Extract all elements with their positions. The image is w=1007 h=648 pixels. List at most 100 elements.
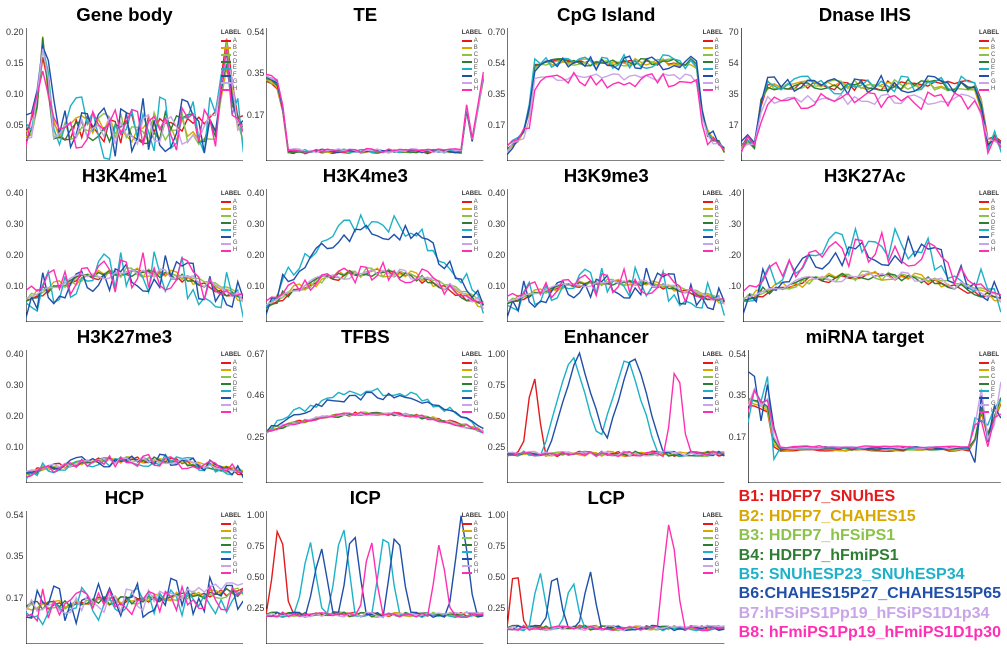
legend-header: LABEL [221,30,241,37]
legend-item: F [703,233,723,240]
legend-swatch [462,82,472,84]
y-axis-labels: 0.540.350.17 [6,511,26,644]
legend-label: A [474,360,478,367]
legend-label: B [233,528,237,535]
legend-item: A [703,521,723,528]
legend-item: A [703,38,723,45]
legend-item: D [221,542,241,549]
legend-item: D [462,59,482,66]
y-tick-label: 0.54 [729,350,747,359]
legend-label: C [991,374,995,381]
legend-swatch [462,40,472,42]
legend-swatch [703,222,713,224]
legend-item: E [979,65,999,72]
plot-area: LABELABCDEFGH [26,28,243,161]
series-line [748,382,1001,449]
chart-svg [507,189,724,322]
y-axis-labels: 0.540.350.17 [247,28,267,161]
series-line [26,46,243,159]
legend-item: D [703,381,723,388]
legend-item: C [979,374,999,381]
chart-panel: H3K27Ac.40.30.20.10 LABELABCDEFGH [729,165,1001,322]
series-line [507,578,724,630]
panel-title: H3K9me3 [488,165,725,187]
plot-wrap: 70543517 LABELABCDEFGH [729,28,1001,161]
legend-item: G [703,240,723,247]
legend-label: D [991,220,995,227]
y-axis-labels: 0.200.150.100.05 [6,28,26,161]
legend-swatch [221,229,231,231]
panel-legend: LABELABCDEFGH [703,352,723,415]
panel-title: ICP [247,487,484,509]
series-line [507,59,724,151]
chart-svg [266,350,483,483]
legend-label: C [474,535,478,542]
y-tick-label: .30 [729,220,742,229]
y-tick-label: 0.17 [6,594,24,603]
panel-legend: LABELABCDEFGH [462,191,482,254]
plot-wrap: 1.000.750.500.25 LABELABCDEFGH [488,350,725,483]
legend-swatch [979,397,989,399]
legend-item: D [221,220,241,227]
legend-swatch [462,397,472,399]
legend-swatch [703,362,713,364]
legend-item: H [703,86,723,93]
chart-panel: ICP1.000.750.500.25 LABELABCDEFGH [247,487,484,644]
series-line [507,572,724,631]
legend-item: H [221,408,241,415]
panel-title: LCP [488,487,725,509]
legend-label: B [474,528,478,535]
legend-swatch [221,390,231,392]
legend-item: H [462,408,482,415]
legend-item: C [979,52,999,59]
plot-wrap: 0.400.300.200.10 LABELABCDEFGH [6,189,243,322]
plot-area: LABELABCDEFGH [507,189,724,322]
legend-label: G [991,79,996,86]
legend-item: B [221,367,241,374]
legend-item: B [703,528,723,535]
legend-item: C [221,535,241,542]
legend-swatch [221,61,231,63]
legend-label: H [233,247,237,254]
legend-swatch [979,390,989,392]
legend-swatch [462,404,472,406]
legend-swatch [221,558,231,560]
plot-area: LABELABCDEFGH [26,511,243,644]
panel-title: CpG Island [488,4,725,26]
legend-label: C [715,52,719,59]
legend-item: F [221,233,241,240]
panel-legend: LABELABCDEFGH [703,30,723,93]
y-tick-label: 0.75 [247,542,265,551]
legend-header: LABEL [462,191,482,198]
y-axis-labels: 0.400.300.200.10 [488,189,508,322]
legend-header: LABEL [979,191,999,198]
series-line [743,271,1001,301]
legend-header: LABEL [979,352,999,359]
chart-panel: H3K4me30.400.300.200.10 LABELABCDEFGH [247,165,484,322]
legend-label: D [474,59,478,66]
chart-panel: H3K4me10.400.300.200.10 LABELABCDEFGH [6,165,243,322]
series-line [26,253,243,300]
y-tick-label: 0.67 [247,350,265,359]
y-axis-labels: 0.400.300.200.10 [247,189,267,322]
legend-swatch [703,215,713,217]
series-key-item: B1: HDFP7_SNUhES [739,488,1001,506]
y-tick-label: 0.46 [247,391,265,400]
series-line [266,75,483,152]
series-key-item: B6:CHAHES15P27_CHAHES15P65 [739,585,1001,603]
legend-swatch [462,530,472,532]
legend-item: F [462,394,482,401]
legend-label: A [991,38,995,45]
panel-grid: Gene body0.200.150.100.05 LABELABCDEFGHT… [0,0,1007,648]
legend-swatch [979,61,989,63]
legend-header: LABEL [462,352,482,359]
legend-label: D [991,59,995,66]
legend-item: D [979,220,999,227]
legend-item: A [462,521,482,528]
legend-swatch [703,75,713,77]
legend-item: B [979,367,999,374]
legend-swatch [979,250,989,252]
y-tick-label: 0.30 [488,220,506,229]
panel-title: miRNA target [729,326,1001,348]
legend-item: B [221,528,241,535]
